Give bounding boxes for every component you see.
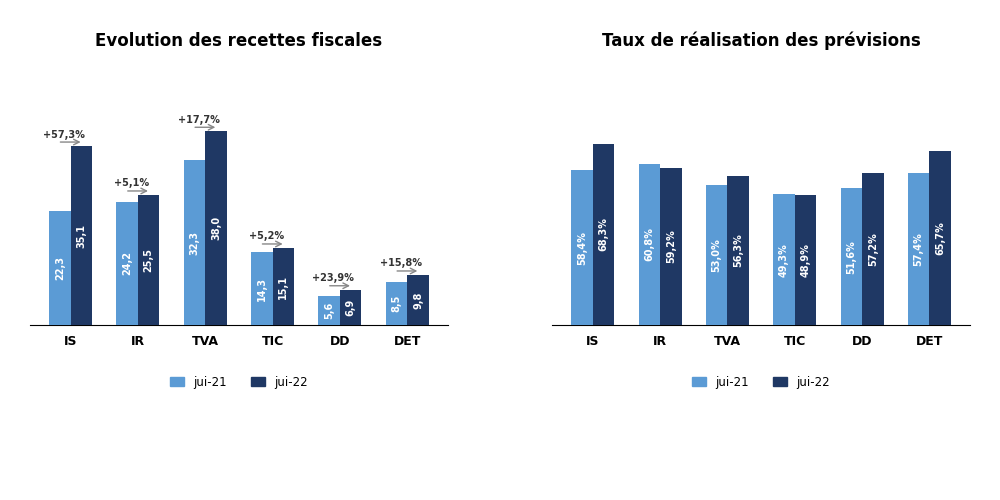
Text: 65,7%: 65,7% [935,221,945,255]
Bar [407,275,429,325]
Text: 59,2%: 59,2% [666,230,676,264]
Text: +5,1%: +5,1% [114,178,149,188]
Text: +5,2%: +5,2% [249,232,284,241]
Text: 22,3: 22,3 [55,256,65,280]
Text: 58,4%: 58,4% [577,230,587,264]
Text: 14,3: 14,3 [257,276,267,300]
Text: 24,2: 24,2 [122,252,132,276]
Text: 56,3%: 56,3% [733,234,743,268]
Text: +17,7%: +17,7% [178,114,220,124]
Text: 32,3: 32,3 [189,230,199,254]
Text: 15,1: 15,1 [278,274,288,298]
Bar [205,132,227,325]
Bar [660,168,682,325]
Text: 53,0%: 53,0% [712,238,722,272]
Legend: jui-21, jui-22: jui-21, jui-22 [687,371,835,394]
Text: 48,9%: 48,9% [801,244,811,277]
Bar [138,195,159,325]
Text: 60,8%: 60,8% [644,228,654,262]
Text: 6,9: 6,9 [346,299,356,316]
Text: 49,3%: 49,3% [779,243,789,276]
Bar [71,146,92,325]
Text: +15,8%: +15,8% [380,258,422,268]
Text: +57,3%: +57,3% [43,130,85,140]
Bar [773,194,795,325]
Bar [795,196,816,325]
Text: 5,6: 5,6 [324,302,334,320]
Bar [841,188,862,325]
Text: 9,8: 9,8 [413,292,423,308]
Legend: jui-21, jui-22: jui-21, jui-22 [165,371,313,394]
Bar [593,144,614,325]
Bar [340,290,361,325]
Text: 57,4%: 57,4% [914,232,924,266]
Bar [251,252,273,325]
Title: Taux de réalisation des prévisions: Taux de réalisation des prévisions [602,32,920,50]
Text: 25,5: 25,5 [144,248,154,272]
Bar [184,160,205,325]
Bar [49,212,71,325]
Bar [318,296,340,325]
Text: 57,2%: 57,2% [868,232,878,266]
Text: +23,9%: +23,9% [312,273,354,283]
Text: 68,3%: 68,3% [599,218,609,252]
Bar [273,248,294,325]
Text: 8,5: 8,5 [391,294,401,312]
Bar [929,151,951,325]
Text: 51,6%: 51,6% [846,240,856,274]
Text: 35,1: 35,1 [76,224,86,248]
Bar [571,170,593,325]
Bar [908,173,929,325]
Title: Evolution des recettes fiscales: Evolution des recettes fiscales [95,32,382,50]
Bar [116,202,138,325]
Bar [862,174,884,325]
Bar [639,164,660,325]
Bar [706,184,727,325]
Bar [386,282,407,325]
Text: 38,0: 38,0 [211,216,221,240]
Bar [727,176,749,325]
